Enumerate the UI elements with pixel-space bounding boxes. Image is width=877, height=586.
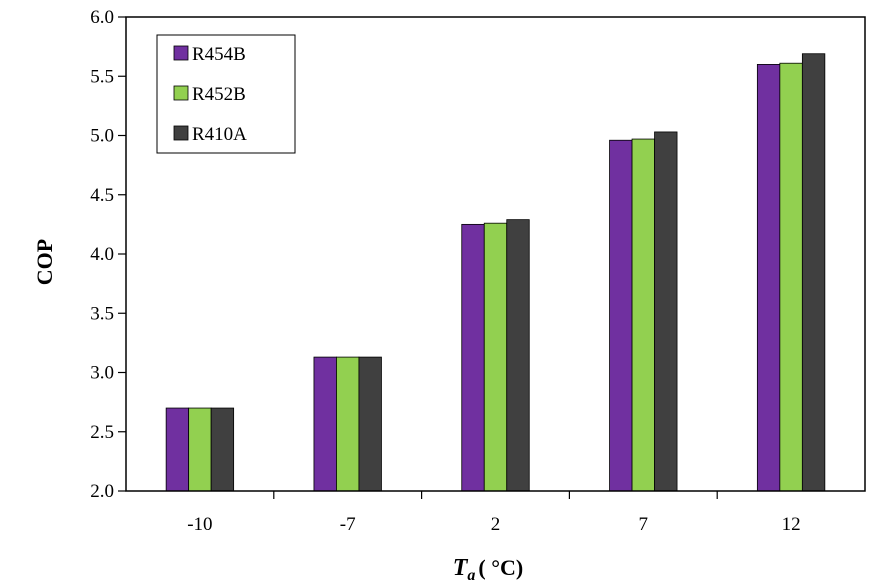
y-tick-label: 6.0 bbox=[90, 7, 114, 28]
bar-r410a--10 bbox=[210, 407, 235, 492]
bar-r452b-12 bbox=[779, 62, 803, 492]
x-axis-label-subscript: a bbox=[467, 567, 475, 584]
bar-r410a-2 bbox=[506, 219, 530, 492]
y-axis-label: COP bbox=[32, 239, 57, 285]
y-tick-label: 4.5 bbox=[90, 185, 114, 206]
y-tick-label: 5.0 bbox=[90, 126, 114, 147]
x-tick-label: -7 bbox=[340, 514, 356, 535]
legend-swatch-r454b bbox=[173, 45, 189, 61]
bar-r454b-2 bbox=[461, 223, 485, 492]
legend-swatch-r410a bbox=[173, 125, 189, 141]
y-tick-label: 5.5 bbox=[90, 66, 114, 87]
bar-r452b-7 bbox=[631, 138, 655, 492]
x-axis-ticks: -10 -7 2 7 12 bbox=[187, 491, 801, 535]
x-axis-label-unit: ( °C) bbox=[478, 555, 523, 580]
y-tick-label: 4.0 bbox=[90, 244, 114, 265]
y-tick-label: 3.5 bbox=[90, 303, 114, 324]
bar-r410a-12 bbox=[801, 53, 826, 492]
bar-r452b-2 bbox=[483, 222, 508, 492]
x-tick-label: 2 bbox=[491, 514, 501, 535]
bar-r454b-12 bbox=[756, 64, 781, 492]
bar-r452b--10 bbox=[188, 407, 212, 492]
bar-r454b--7 bbox=[313, 356, 337, 492]
x-axis-label-symbol: T bbox=[453, 555, 469, 581]
bar-r454b--10 bbox=[165, 407, 190, 492]
legend-swatch-r452b bbox=[173, 85, 189, 101]
bars-layer bbox=[165, 53, 826, 492]
y-tick-label: 2.5 bbox=[90, 422, 114, 443]
legend: R454B R452B R410A bbox=[156, 34, 296, 154]
x-axis-label: Ta( °C) bbox=[453, 555, 524, 584]
bar-r410a--7 bbox=[358, 356, 382, 492]
y-tick-label: 2.0 bbox=[90, 481, 114, 502]
x-tick-label: 12 bbox=[782, 514, 801, 535]
bar-r452b--7 bbox=[336, 356, 360, 492]
legend-label-r410a: R410A bbox=[192, 124, 247, 145]
y-axis-ticks: 2.0 2.5 3.0 3.5 4.0 4.5 5.0 5.5 6.0 bbox=[90, 7, 126, 502]
legend-label-r454b: R454B bbox=[192, 44, 246, 65]
bar-r454b-7 bbox=[609, 139, 633, 492]
y-tick-label: 3.0 bbox=[90, 363, 114, 384]
x-tick-label: 7 bbox=[639, 514, 649, 535]
bar-r410a-7 bbox=[654, 131, 678, 492]
x-tick-label: -10 bbox=[187, 514, 212, 535]
legend-label-r452b: R452B bbox=[192, 84, 246, 105]
